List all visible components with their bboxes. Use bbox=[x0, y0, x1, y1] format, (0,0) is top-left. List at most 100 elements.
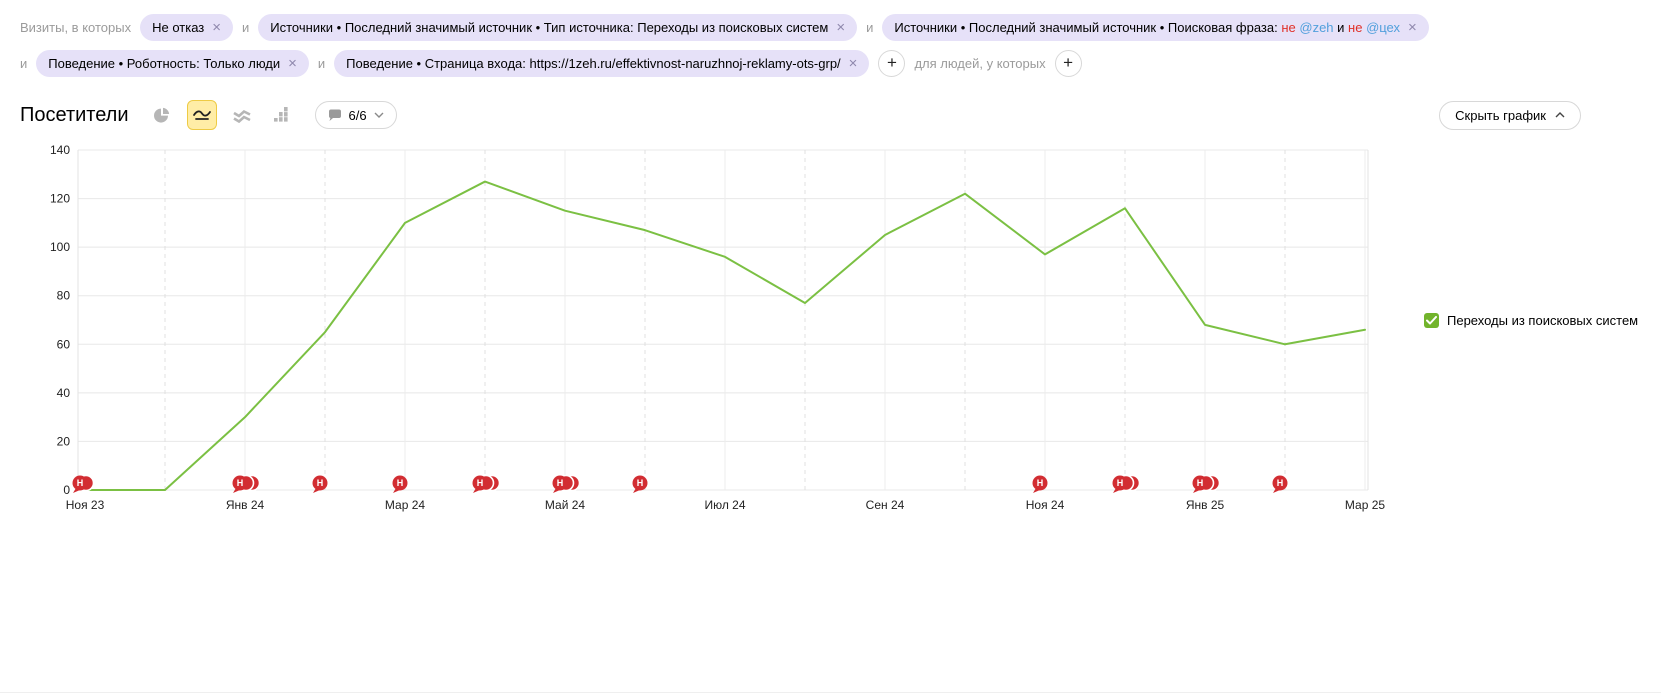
line-chart-icon bbox=[192, 110, 211, 120]
remove-filter-icon[interactable]: × bbox=[1408, 19, 1417, 36]
annotation-marker-group[interactable]: Н bbox=[392, 475, 408, 494]
hide-chart-label: Скрыть график bbox=[1455, 107, 1546, 123]
filter-chip-source-type[interactable]: Источники • Последний значимый источник … bbox=[258, 14, 858, 41]
comment-bubble-icon bbox=[328, 109, 341, 121]
pie-chart-icon bbox=[154, 107, 170, 123]
y-tick-label: 60 bbox=[57, 337, 71, 351]
remove-filter-icon[interactable]: × bbox=[212, 19, 222, 36]
chart-plot[interactable]: 0 20 40 60 80 100 120 140 Ноя 23 Янв 24 Мар 24 Май … bbox=[0, 132, 1410, 537]
x-tick-label: Мар 25 bbox=[1345, 498, 1385, 512]
legend-item-search-engine[interactable]: Переходы из поисковых систем bbox=[1424, 313, 1638, 328]
y-tick-label: 20 bbox=[57, 434, 71, 448]
y-tick-label: 0 bbox=[63, 483, 70, 497]
phrase-value: @zeh bbox=[1299, 20, 1338, 35]
annotation-marker-letter: Н bbox=[317, 478, 324, 488]
x-tick-label: Янв 25 bbox=[1186, 498, 1225, 512]
y-tick-label: 140 bbox=[50, 143, 70, 157]
line-chart-icon-button[interactable] bbox=[186, 100, 217, 130]
annotation-marker-icon[interactable] bbox=[1032, 475, 1048, 491]
annotation-marker-letter: Н bbox=[1037, 478, 1044, 488]
y-tick-label: 80 bbox=[57, 289, 71, 303]
remove-filter-icon[interactable]: × bbox=[848, 55, 858, 72]
annotation-marker-group[interactable]: Н bbox=[1272, 475, 1288, 494]
y-tick-label: 100 bbox=[50, 240, 70, 254]
phrase-not: не bbox=[1281, 20, 1300, 35]
annotation-marker-group[interactable]: Н bbox=[632, 475, 648, 494]
x-tick-label: Май 24 bbox=[545, 498, 586, 512]
annotation-marker-letter: Н bbox=[637, 478, 644, 488]
annotation-marker-group[interactable]: Н bbox=[1112, 474, 1141, 494]
annotation-marker-letter: Н bbox=[237, 478, 244, 488]
annotation-marker-icon[interactable] bbox=[1112, 475, 1128, 491]
x-tick-label: Сен 24 bbox=[866, 498, 905, 512]
remove-filter-icon[interactable]: × bbox=[836, 19, 846, 36]
annotation-marker-group[interactable]: Н bbox=[1192, 474, 1221, 494]
annotation-marker-icon[interactable] bbox=[392, 475, 408, 491]
for-people-label: для людей, у которых bbox=[914, 56, 1046, 71]
filters-row-2: и Поведение • Роботность: Только люди × … bbox=[20, 50, 1661, 77]
annotation-marker-letter: Н bbox=[557, 478, 564, 488]
remove-filter-icon[interactable]: × bbox=[288, 55, 297, 72]
bar-chart-icon bbox=[274, 107, 288, 122]
and-connector: и bbox=[317, 56, 326, 71]
annotation-marker-icon[interactable] bbox=[72, 475, 88, 491]
chip-label: Поведение • Роботность: Только люди bbox=[48, 56, 281, 71]
annotation-marker-letter: Н bbox=[77, 478, 84, 488]
annotation-marker-letter: Н bbox=[397, 478, 404, 488]
stacked-area-icon-button[interactable] bbox=[227, 100, 257, 130]
legend-checkbox[interactable] bbox=[1424, 313, 1439, 328]
chart-header: Посетители bbox=[0, 86, 1661, 130]
and-connector: и bbox=[866, 20, 874, 35]
chip-label: Источники • Последний значимый источник … bbox=[894, 20, 1401, 35]
chevron-down-icon bbox=[374, 112, 384, 118]
annotation-marker-icon[interactable] bbox=[552, 475, 568, 491]
notes-dropdown[interactable]: 6/6 bbox=[314, 101, 397, 129]
annotation-marker-icon[interactable] bbox=[472, 475, 488, 491]
y-tick-label: 40 bbox=[57, 386, 71, 400]
stacked-area-icon bbox=[232, 109, 251, 123]
add-people-filter-button[interactable]: + bbox=[1054, 50, 1082, 77]
chip-label: Поведение • Страница входа: https://1zeh… bbox=[346, 56, 841, 71]
annotation-marker-icon[interactable] bbox=[1272, 475, 1288, 491]
bar-chart-icon-button[interactable] bbox=[267, 100, 297, 130]
filter-chip-search-phrase[interactable]: Источники • Последний значимый источник … bbox=[882, 14, 1429, 41]
phrase-not: не bbox=[1348, 20, 1367, 35]
annotation-marker-icon[interactable] bbox=[232, 475, 248, 491]
filter-chip-robots[interactable]: Поведение • Роботность: Только люди × bbox=[36, 50, 309, 77]
filters-bar: Визиты, в которых Не отказ × и Источники… bbox=[0, 0, 1661, 77]
visits-in-which-label: Визиты, в которых bbox=[20, 20, 132, 35]
and-connector: и bbox=[20, 56, 28, 71]
and-connector: и bbox=[242, 20, 250, 35]
pie-chart-icon-button[interactable] bbox=[147, 100, 177, 130]
x-tick-label: Янв 24 bbox=[226, 498, 265, 512]
filter-chip-entry-page[interactable]: Поведение • Страница входа: https://1zeh… bbox=[334, 50, 870, 77]
notes-count: 6/6 bbox=[348, 107, 367, 123]
checkmark-icon bbox=[1426, 316, 1437, 325]
annotation-marker-letter: Н bbox=[1197, 478, 1204, 488]
x-tick-label: Июл 24 bbox=[704, 498, 745, 512]
annotation-marker-group[interactable]: Н bbox=[232, 474, 261, 494]
visitors-chart[interactable]: 0 20 40 60 80 100 120 140 Ноя 23 Янв 24 Мар 24 Май … bbox=[0, 132, 1661, 693]
annotation-marker-group[interactable]: Н bbox=[552, 474, 581, 494]
series-line-search-engine[interactable] bbox=[84, 180, 1366, 491]
x-tick-label: Мар 24 bbox=[385, 498, 425, 512]
chip-label: Источники • Последний значимый источник … bbox=[270, 20, 829, 35]
annotation-marker-group[interactable]: Н bbox=[1032, 475, 1048, 494]
phrase-value: @цех bbox=[1366, 20, 1401, 35]
add-visit-filter-button[interactable]: + bbox=[878, 50, 906, 77]
annotation-marker-icon[interactable] bbox=[632, 475, 648, 491]
chip-label: Не отказ bbox=[152, 20, 205, 35]
filters-row-1: Визиты, в которых Не отказ × и Источники… bbox=[20, 14, 1661, 41]
chevron-up-icon bbox=[1555, 112, 1565, 118]
annotation-marker-group[interactable]: Н bbox=[472, 474, 501, 494]
annotation-marker-icon[interactable] bbox=[1192, 475, 1208, 491]
annotation-marker-letter: Н bbox=[1277, 478, 1284, 488]
annotation-marker-icon[interactable] bbox=[312, 475, 328, 491]
page-title: Посетители bbox=[20, 103, 129, 126]
annotation-marker-group[interactable]: Н bbox=[312, 475, 328, 494]
annotation-marker-group[interactable]: Н bbox=[72, 474, 95, 494]
hide-chart-button[interactable]: Скрыть график bbox=[1439, 100, 1581, 130]
filter-chip-not-bounce[interactable]: Не отказ × bbox=[140, 14, 234, 41]
legend-label: Переходы из поисковых систем bbox=[1447, 313, 1639, 328]
